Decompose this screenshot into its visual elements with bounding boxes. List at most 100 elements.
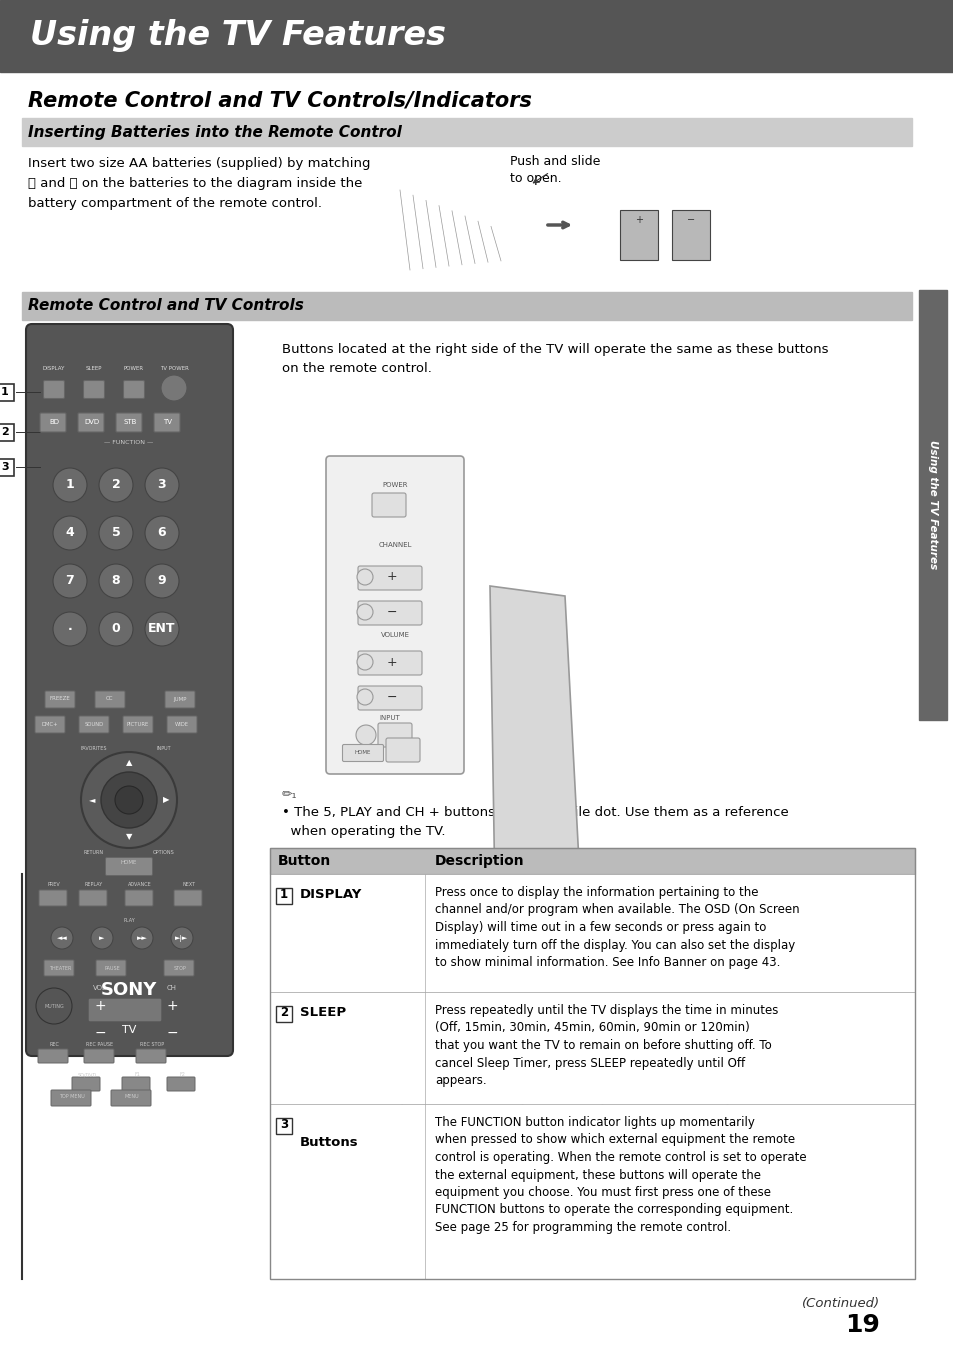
Text: (Continued): (Continued) bbox=[801, 1298, 879, 1310]
FancyBboxPatch shape bbox=[38, 1050, 68, 1063]
FancyBboxPatch shape bbox=[40, 414, 66, 433]
FancyBboxPatch shape bbox=[51, 1090, 91, 1106]
Bar bbox=[22, 292, 911, 320]
Circle shape bbox=[356, 603, 373, 620]
FancyBboxPatch shape bbox=[167, 716, 196, 734]
Text: 3: 3 bbox=[279, 1119, 288, 1131]
Text: PAUSE: PAUSE bbox=[104, 965, 120, 971]
FancyBboxPatch shape bbox=[167, 1077, 194, 1092]
Text: −: − bbox=[386, 606, 396, 618]
Text: ►►: ►► bbox=[136, 936, 147, 941]
Bar bbox=[270, 993, 914, 1104]
Text: DISPLAY: DISPLAY bbox=[43, 366, 65, 370]
Text: PLAY: PLAY bbox=[123, 918, 134, 922]
Text: 2: 2 bbox=[112, 479, 120, 491]
FancyBboxPatch shape bbox=[342, 744, 383, 762]
Text: 5: 5 bbox=[112, 526, 120, 540]
Circle shape bbox=[101, 772, 157, 829]
Text: 3: 3 bbox=[157, 479, 166, 491]
Text: FREEZE: FREEZE bbox=[50, 697, 71, 701]
Bar bbox=[918, 290, 946, 720]
Text: −: − bbox=[686, 216, 695, 225]
Polygon shape bbox=[490, 586, 579, 896]
Bar bbox=[0, 424, 14, 441]
FancyBboxPatch shape bbox=[44, 381, 65, 399]
FancyBboxPatch shape bbox=[123, 381, 144, 399]
FancyBboxPatch shape bbox=[44, 960, 74, 976]
Text: TOP MENU: TOP MENU bbox=[59, 1094, 85, 1100]
Circle shape bbox=[36, 989, 71, 1024]
Text: DVD: DVD bbox=[85, 419, 99, 424]
Text: — FUNCTION —: — FUNCTION — bbox=[104, 439, 153, 445]
Text: 6: 6 bbox=[157, 526, 166, 540]
FancyBboxPatch shape bbox=[79, 716, 109, 734]
FancyBboxPatch shape bbox=[357, 601, 421, 625]
Circle shape bbox=[356, 654, 373, 670]
Text: POWER: POWER bbox=[124, 366, 144, 370]
Text: OPTIONS: OPTIONS bbox=[153, 849, 174, 854]
FancyBboxPatch shape bbox=[95, 692, 125, 708]
Circle shape bbox=[53, 468, 87, 502]
Text: ►|►: ►|► bbox=[175, 934, 189, 941]
Bar bbox=[270, 1104, 914, 1279]
Circle shape bbox=[161, 376, 187, 401]
Text: DMC+: DMC+ bbox=[42, 721, 58, 727]
Text: Buttons: Buttons bbox=[299, 1136, 358, 1150]
Text: NEXT: NEXT bbox=[182, 883, 195, 887]
Text: VOL: VOL bbox=[93, 984, 107, 991]
FancyBboxPatch shape bbox=[377, 723, 412, 747]
Bar bbox=[0, 0, 953, 72]
Polygon shape bbox=[599, 1081, 734, 1176]
Text: 2: 2 bbox=[1, 427, 9, 437]
Circle shape bbox=[81, 753, 177, 848]
Text: 4: 4 bbox=[66, 526, 74, 540]
Text: ▲: ▲ bbox=[126, 758, 132, 767]
FancyBboxPatch shape bbox=[357, 565, 421, 590]
Bar bbox=[270, 848, 914, 875]
Text: The FUNCTION button indicator lights up momentarily
when pressed to show which e: The FUNCTION button indicator lights up … bbox=[435, 1116, 806, 1234]
Text: Remote Control and TV Controls: Remote Control and TV Controls bbox=[28, 298, 304, 313]
Text: +: + bbox=[386, 571, 396, 583]
Text: TV: TV bbox=[122, 1025, 136, 1035]
Circle shape bbox=[51, 928, 73, 949]
Text: battery compartment of the remote control.: battery compartment of the remote contro… bbox=[28, 197, 322, 210]
Circle shape bbox=[356, 570, 373, 584]
FancyBboxPatch shape bbox=[326, 456, 463, 774]
FancyBboxPatch shape bbox=[35, 716, 65, 734]
Text: HOME: HOME bbox=[355, 750, 371, 755]
Text: 1: 1 bbox=[66, 479, 74, 491]
Text: SLEEP: SLEEP bbox=[86, 366, 102, 370]
Text: ✏₁: ✏₁ bbox=[282, 788, 297, 801]
FancyBboxPatch shape bbox=[78, 414, 104, 433]
Circle shape bbox=[355, 725, 375, 744]
FancyBboxPatch shape bbox=[173, 890, 202, 906]
Text: SONY: SONY bbox=[101, 980, 157, 999]
Text: HOME: HOME bbox=[121, 860, 137, 865]
Text: 9: 9 bbox=[157, 575, 166, 587]
Circle shape bbox=[99, 612, 132, 645]
FancyBboxPatch shape bbox=[39, 890, 67, 906]
Text: DISPLAY: DISPLAY bbox=[299, 888, 362, 902]
Text: REC: REC bbox=[49, 1041, 59, 1047]
FancyBboxPatch shape bbox=[357, 686, 421, 711]
FancyBboxPatch shape bbox=[79, 890, 107, 906]
Text: FAVORITES: FAVORITES bbox=[81, 746, 107, 750]
Text: TV POWER: TV POWER bbox=[159, 366, 189, 370]
Text: SD/DVD: SD/DVD bbox=[77, 1073, 96, 1078]
Text: Description: Description bbox=[435, 854, 524, 868]
Text: 1: 1 bbox=[279, 888, 288, 902]
Text: PICTURE: PICTURE bbox=[127, 721, 149, 727]
Text: Push and slide
to open.: Push and slide to open. bbox=[510, 155, 599, 184]
Circle shape bbox=[53, 564, 87, 598]
Text: ➕ and ➖ on the batteries to the diagram inside the: ➕ and ➖ on the batteries to the diagram … bbox=[28, 178, 362, 190]
Text: 7: 7 bbox=[66, 575, 74, 587]
FancyBboxPatch shape bbox=[372, 494, 406, 517]
FancyBboxPatch shape bbox=[71, 1077, 100, 1092]
Polygon shape bbox=[330, 460, 457, 490]
Text: F1: F1 bbox=[134, 1073, 140, 1078]
Text: VOLUME: VOLUME bbox=[380, 632, 409, 639]
Text: ▶: ▶ bbox=[163, 796, 169, 804]
Bar bbox=[671, 210, 709, 260]
FancyBboxPatch shape bbox=[106, 857, 152, 876]
FancyBboxPatch shape bbox=[111, 1090, 151, 1106]
